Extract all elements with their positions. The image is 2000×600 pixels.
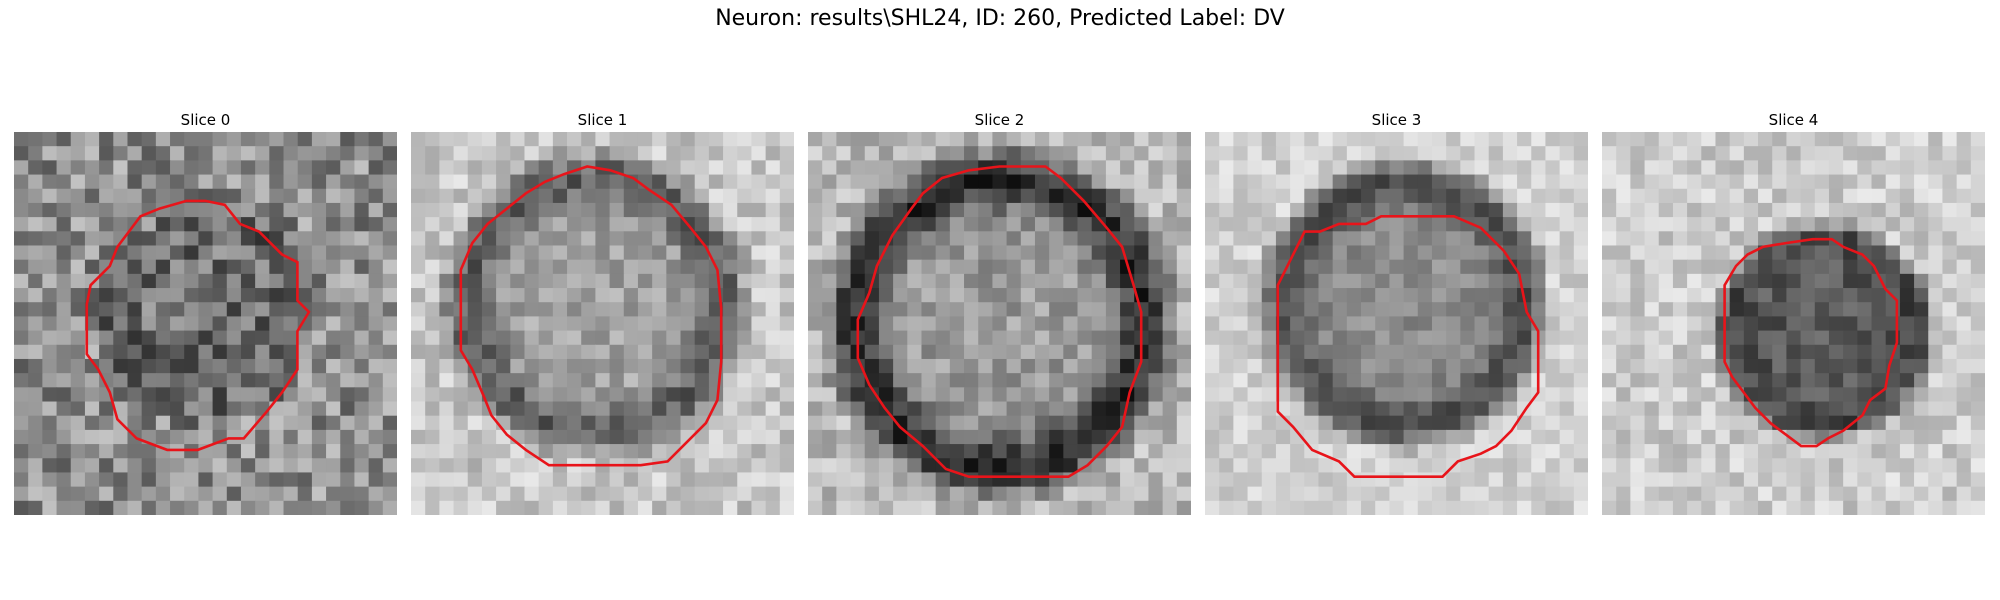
- cell-contour-0: [85, 199, 311, 452]
- slice-pixels-1: [411, 132, 794, 515]
- slice-panel-1: Slice 1: [411, 108, 794, 515]
- slice-panel-0: Slice 0: [14, 108, 397, 515]
- slice-title-1: Slice 1: [577, 111, 628, 129]
- slice-panel-4: Slice 4: [1602, 108, 1985, 515]
- slice-pixels-4: [1602, 132, 1985, 515]
- slice-title-3: Slice 3: [1371, 111, 1422, 129]
- cell-contour-2: [856, 165, 1143, 479]
- slice-title-0: Slice 0: [180, 111, 231, 129]
- slice-pixels-2: [808, 132, 1191, 515]
- slice-pixels-0: [14, 132, 397, 515]
- slice-panel-3: Slice 3: [1205, 108, 1588, 515]
- slice-image-1: [411, 132, 794, 515]
- slice-image-2: [808, 132, 1191, 515]
- cell-contour-3: [1276, 215, 1540, 479]
- slice-image-0: [14, 132, 397, 515]
- cell-contour-4: [1723, 237, 1899, 448]
- slice-pixels-3: [1205, 132, 1588, 515]
- slice-panel-2: Slice 2: [808, 108, 1191, 515]
- slice-title-4: Slice 4: [1768, 111, 1819, 129]
- cell-contour-1: [459, 165, 723, 467]
- slice-image-3: [1205, 132, 1588, 515]
- slice-image-4: [1602, 132, 1985, 515]
- figure-title: Neuron: results\SHL24, ID: 260, Predicte…: [715, 6, 1285, 31]
- slice-title-2: Slice 2: [974, 111, 1025, 129]
